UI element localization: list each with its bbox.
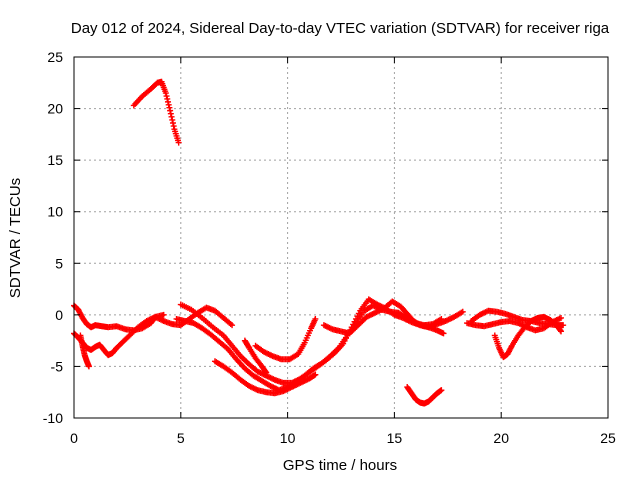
y-tick-label: 20 bbox=[47, 101, 63, 117]
series-arc-14 bbox=[491, 313, 565, 361]
chart-title: Day 012 of 2024, Sidereal Day-to-day VTE… bbox=[71, 20, 610, 37]
data-point bbox=[558, 314, 565, 321]
x-tick-label: 5 bbox=[177, 430, 185, 446]
grid-layer bbox=[74, 57, 608, 418]
x-tick-label: 15 bbox=[387, 430, 403, 446]
data-point bbox=[167, 107, 174, 114]
data-point bbox=[175, 139, 182, 146]
y-tick-label: 10 bbox=[47, 204, 63, 220]
series-arc-01 bbox=[130, 78, 182, 146]
series-arc-08 bbox=[241, 337, 270, 376]
y-tick-label: 25 bbox=[47, 49, 63, 65]
data-point bbox=[263, 369, 270, 376]
y-tick-label: 0 bbox=[55, 307, 63, 323]
y-tick-label: 15 bbox=[47, 152, 63, 168]
y-tick-label: -5 bbox=[51, 358, 64, 374]
y-tick-label: -10 bbox=[43, 410, 63, 426]
data-point bbox=[438, 387, 445, 394]
data-point bbox=[163, 93, 170, 100]
data-point bbox=[459, 308, 466, 315]
data-point bbox=[558, 328, 565, 335]
data-point bbox=[164, 98, 171, 105]
data-point bbox=[169, 116, 176, 123]
data-point bbox=[170, 123, 177, 130]
data-point bbox=[168, 113, 175, 120]
data-point bbox=[162, 90, 169, 97]
data-point bbox=[229, 322, 236, 329]
data-point bbox=[85, 363, 92, 370]
x-tick-label: 25 bbox=[600, 430, 616, 446]
data-point bbox=[165, 101, 172, 108]
x-tick-label: 0 bbox=[70, 430, 78, 446]
data-point bbox=[166, 104, 173, 111]
data-point bbox=[262, 368, 269, 375]
data-point bbox=[440, 330, 447, 337]
y-tick-label: 5 bbox=[55, 255, 63, 271]
data-layer bbox=[71, 78, 567, 407]
series-arc-04 bbox=[77, 332, 92, 370]
series-arc-10 bbox=[320, 298, 466, 337]
series-arc-09 bbox=[252, 315, 319, 363]
data-point bbox=[167, 110, 174, 117]
series-arc-11 bbox=[404, 384, 445, 407]
series-arc-07 bbox=[211, 358, 319, 397]
x-tick-label: 20 bbox=[493, 430, 509, 446]
data-point bbox=[164, 95, 171, 102]
data-point bbox=[557, 327, 564, 334]
data-point bbox=[312, 371, 319, 378]
data-point bbox=[169, 120, 176, 127]
data-point bbox=[560, 322, 567, 329]
data-point bbox=[160, 311, 167, 318]
x-tick-label: 10 bbox=[280, 430, 296, 446]
tick-layer: 0 5 10 15 20 25 -10 -5 0 5 10 15 20 25 bbox=[43, 49, 616, 446]
plot-frame bbox=[73, 56, 609, 419]
y-axis-label: SDTVAR / TECUs bbox=[7, 178, 24, 298]
data-point bbox=[312, 315, 319, 322]
x-axis-label: GPS time / hours bbox=[283, 457, 397, 474]
